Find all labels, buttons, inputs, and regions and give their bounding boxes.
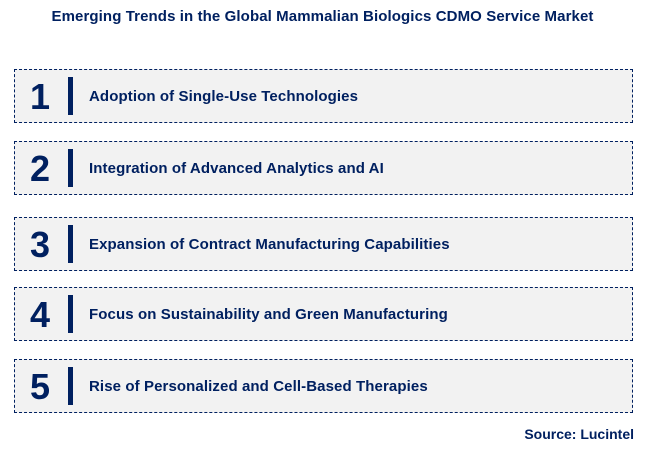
trend-number: 5 xyxy=(29,366,51,407)
trend-label: Rise of Personalized and Cell-Based Ther… xyxy=(89,377,428,395)
page-title: Emerging Trends in the Global Mammalian … xyxy=(51,8,594,25)
trend-number: 1 xyxy=(29,76,51,117)
trend-label: Adoption of Single-Use Technologies xyxy=(89,87,359,105)
trend-row: 1 Adoption of Single-Use Technologies xyxy=(14,69,633,123)
trend-label: Integration of Advanced Analytics and AI xyxy=(89,159,384,177)
trend-number: 4 xyxy=(29,294,51,335)
divider-bar-icon xyxy=(68,367,73,405)
trend-number: 2 xyxy=(29,148,51,189)
trend-row: 3 Expansion of Contract Manufacturing Ca… xyxy=(14,217,633,271)
trend-row: 5 Rise of Personalized and Cell-Based Th… xyxy=(14,359,633,413)
source-credit: Source: Lucintel xyxy=(524,426,634,442)
trend-label: Focus on Sustainability and Green Manufa… xyxy=(89,305,448,323)
trend-label: Expansion of Contract Manufacturing Capa… xyxy=(89,235,450,253)
divider-bar-icon xyxy=(68,149,73,187)
trend-row: 4 Focus on Sustainability and Green Manu… xyxy=(14,287,633,341)
divider-bar-icon xyxy=(68,77,73,115)
trend-row: 2 Integration of Advanced Analytics and … xyxy=(14,141,633,195)
divider-bar-icon xyxy=(68,295,73,333)
divider-bar-icon xyxy=(68,225,73,263)
trend-number: 3 xyxy=(29,224,51,265)
